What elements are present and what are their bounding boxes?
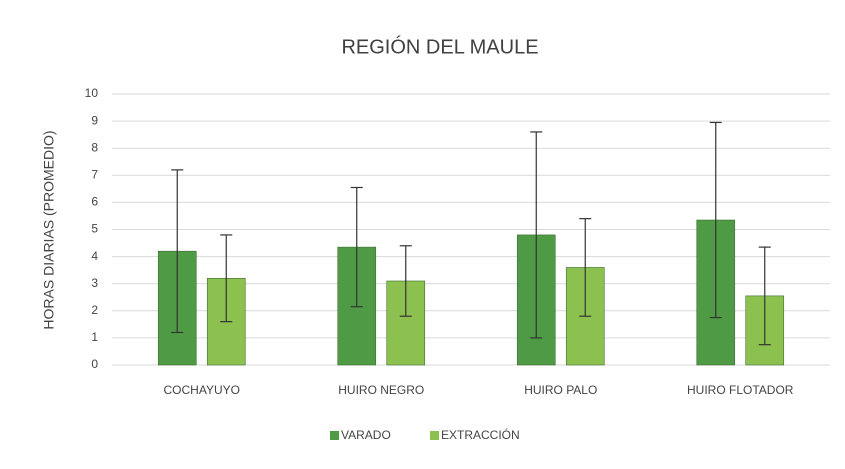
y-tick-label: 4 — [91, 249, 98, 263]
y-tick-label: 9 — [91, 113, 98, 127]
y-tick-label: 7 — [91, 167, 98, 181]
x-tick-label: HUIRO FLOTADOR — [687, 383, 794, 397]
legend-swatch — [430, 431, 439, 440]
x-tick-label: HUIRO NEGRO — [338, 383, 424, 397]
x-tick-label: HUIRO PALO — [524, 383, 597, 397]
y-tick-label: 1 — [91, 330, 98, 344]
y-tick-label: 3 — [91, 276, 98, 290]
legend-swatch — [330, 431, 339, 440]
x-tick-label: COCHAYUYO — [164, 383, 240, 397]
chart-title: REGIÓN DEL MAULE — [341, 35, 538, 58]
y-tick-label: 5 — [91, 222, 98, 236]
legend-label: EXTRACCIÓN — [441, 427, 520, 442]
y-tick-label: 0 — [91, 357, 98, 371]
y-tick-label: 8 — [91, 140, 98, 154]
y-tick-label: 10 — [85, 86, 99, 100]
y-axis-label: HORAS DIARIAS (PROMEDIO) — [41, 130, 57, 329]
y-tick-label: 6 — [91, 195, 98, 209]
y-tick-label: 2 — [91, 303, 98, 317]
legend-label: VARADO — [341, 428, 391, 442]
